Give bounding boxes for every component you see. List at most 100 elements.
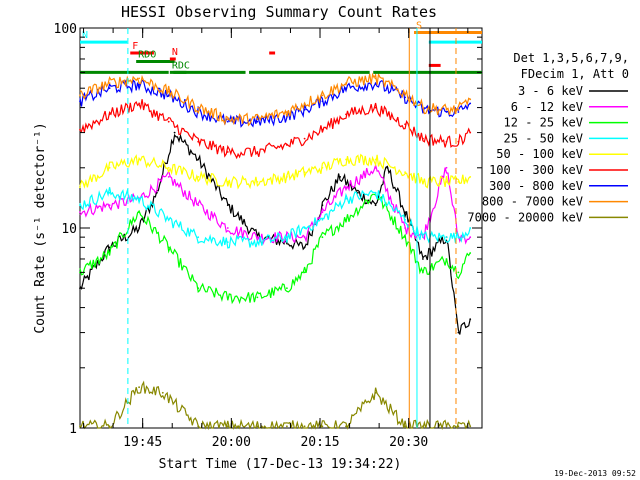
series-line-3 <box>79 187 471 249</box>
data-point <box>303 102 306 105</box>
data-point <box>79 186 81 189</box>
data-point <box>303 236 306 239</box>
data-point <box>108 166 111 169</box>
data-point <box>445 236 448 239</box>
data-point <box>345 87 347 90</box>
data-point <box>197 287 200 290</box>
legend-label: 3 - 6 keV <box>518 84 583 98</box>
data-point <box>386 166 389 169</box>
data-point <box>286 176 288 178</box>
data-point <box>108 113 111 116</box>
data-point <box>303 171 306 174</box>
data-point <box>256 236 259 239</box>
footer-timestamp: 19-Dec-2013 09:52 <box>554 469 636 478</box>
data-point <box>226 151 229 153</box>
data-point <box>374 158 377 161</box>
data-point <box>422 181 424 183</box>
flag-label: N <box>82 30 88 41</box>
data-point <box>226 181 229 183</box>
data-point <box>422 106 424 109</box>
flag-label: RDC <box>172 60 190 71</box>
data-point <box>226 204 229 207</box>
data-point <box>321 94 324 97</box>
data-point <box>374 106 377 109</box>
data-point <box>404 92 406 95</box>
y-axis-label: Count Rate (s⁻¹ detector⁻¹) <box>33 122 48 333</box>
data-point <box>256 120 259 123</box>
data-point <box>167 94 170 97</box>
legend-label: 7000 - 20000 keV <box>467 210 583 224</box>
data-point <box>138 158 141 161</box>
data-point <box>345 425 347 428</box>
data-point <box>445 140 448 143</box>
data-point <box>79 204 81 207</box>
legend-label: 25 - 50 keV <box>504 131 583 145</box>
data-point <box>374 82 377 84</box>
data-point <box>321 236 324 239</box>
flag-label: RDO <box>138 49 156 60</box>
data-point <box>339 176 341 178</box>
data-point <box>303 137 306 140</box>
data-point <box>469 176 472 178</box>
data-point <box>374 191 377 194</box>
data-point <box>108 87 111 90</box>
data-point <box>321 100 324 103</box>
x-tick-label: 19:45 <box>123 435 162 450</box>
data-point <box>345 113 347 116</box>
data-point <box>374 391 377 394</box>
data-point <box>226 118 229 121</box>
data-point <box>286 425 288 428</box>
data-point <box>79 211 81 214</box>
data-point <box>469 318 472 321</box>
data-point <box>404 171 406 174</box>
series-line-2 <box>79 193 471 305</box>
data-point <box>422 137 424 140</box>
data-point <box>321 128 324 131</box>
data-point <box>321 425 324 428</box>
data-point <box>445 425 448 428</box>
data-point <box>469 98 472 101</box>
data-point <box>226 241 229 244</box>
data-point <box>457 111 460 113</box>
y-axis-ticks: 1 10 100 <box>54 22 482 437</box>
data-point <box>286 287 288 290</box>
series-layer <box>79 72 472 431</box>
data-point <box>404 123 406 126</box>
data-point <box>321 204 324 207</box>
legend-label: 800 - 7000 keV <box>482 195 583 209</box>
data-point <box>457 140 460 143</box>
data-point <box>79 94 81 97</box>
data-point <box>445 166 448 169</box>
data-point <box>108 246 111 249</box>
data-point <box>321 211 324 214</box>
data-point <box>138 83 141 86</box>
legend-header-1: Det 1,3,5,6,7,9, <box>513 51 629 65</box>
data-point <box>256 181 259 183</box>
data-point <box>161 391 164 394</box>
x-tick-label: 20:15 <box>300 435 339 450</box>
series-line-4 <box>79 153 471 190</box>
data-point <box>303 108 306 111</box>
data-point <box>445 111 448 113</box>
series-line-5 <box>79 99 471 160</box>
data-point <box>108 204 111 207</box>
data-point <box>445 181 448 183</box>
data-point <box>345 197 347 200</box>
data-point <box>374 204 377 207</box>
data-point <box>303 227 306 229</box>
data-point <box>469 252 472 254</box>
data-point <box>345 186 347 189</box>
data-point <box>256 151 259 153</box>
x-tick-label: 20:30 <box>389 435 428 450</box>
data-point <box>374 77 377 80</box>
data-point <box>197 425 200 428</box>
data-point <box>79 425 81 428</box>
data-point <box>167 90 170 93</box>
data-point <box>404 227 406 229</box>
data-point <box>469 131 472 134</box>
data-point <box>404 425 406 428</box>
data-point <box>138 77 141 80</box>
legend-label: 6 - 12 keV <box>511 100 583 114</box>
data-point <box>226 425 229 428</box>
data-point <box>226 120 229 123</box>
